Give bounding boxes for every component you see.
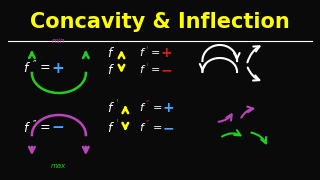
Text: f: f [23,122,28,134]
Text: ″: ″ [146,120,149,129]
Text: −: − [163,121,174,135]
Text: =: = [150,65,160,75]
Text: max: max [51,163,67,169]
Text: f: f [23,62,28,75]
Text: ″: ″ [33,119,36,129]
Text: −: − [161,63,172,77]
Text: =: = [40,122,50,134]
Text: ': ' [116,118,119,128]
Text: =: = [150,48,160,58]
Text: ': ' [146,62,148,72]
Text: =: = [153,123,163,133]
Text: ': ' [116,98,119,108]
Text: f: f [107,64,111,76]
Text: +: + [161,46,172,60]
Text: ″: ″ [33,59,36,69]
Text: Concavity & Inflection: Concavity & Inflection [30,12,290,32]
Text: f: f [139,123,143,133]
Text: =: = [153,103,163,113]
Text: +: + [51,60,64,75]
Text: f: f [107,102,111,114]
Text: −: − [51,120,64,136]
Text: ″: ″ [146,100,149,109]
Text: f: f [139,48,143,58]
Text: =: = [40,62,50,75]
Text: ': ' [146,45,148,55]
Text: f: f [139,65,143,75]
Text: f: f [107,122,111,134]
Text: f: f [139,103,143,113]
Text: min: min [52,38,66,44]
Text: +: + [163,101,174,115]
Text: f: f [107,46,111,60]
